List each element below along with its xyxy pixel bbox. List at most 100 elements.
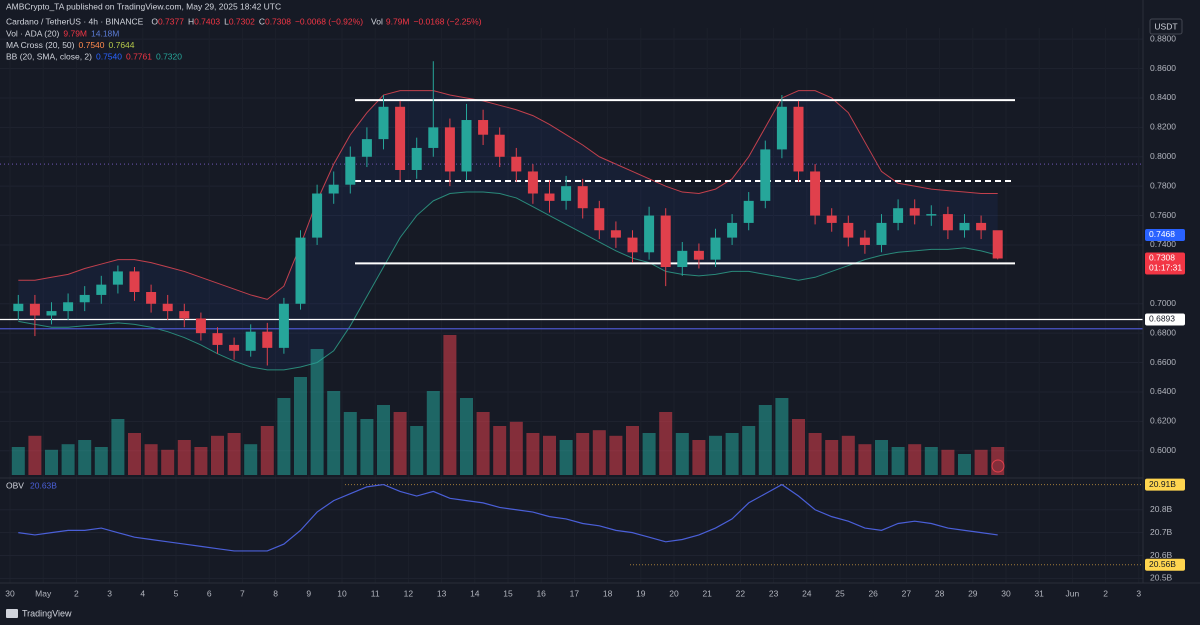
candle-body [810, 171, 821, 216]
volume-bar [609, 435, 623, 475]
candle-body [511, 156, 522, 172]
indicator-value: 0.7644 [109, 40, 135, 50]
candle-body [13, 303, 24, 312]
volume-bar [941, 449, 955, 475]
volume-change: −0.0168 (−2.25%) [413, 16, 481, 26]
candle-body [179, 311, 190, 319]
candle-body [893, 208, 904, 223]
candle-body [262, 331, 273, 348]
volume-bar [327, 391, 341, 475]
x-tick-label: 14 [470, 588, 480, 598]
price-badge-label: 0.6893 [1149, 314, 1175, 324]
x-tick-label: 2 [74, 588, 79, 598]
x-tick-label: 9 [306, 588, 311, 598]
candle-body [361, 139, 372, 157]
volume-bar [294, 377, 307, 475]
candle-body [959, 222, 970, 231]
volume-bar [626, 426, 639, 475]
x-tick-label: 25 [835, 588, 845, 598]
candle-body [843, 222, 854, 238]
candle-body [494, 134, 505, 157]
candle-body [63, 302, 74, 312]
indicator-value: 0.7761 [126, 51, 152, 61]
indicator-value: 9.79M [63, 28, 87, 38]
candle-body [577, 186, 588, 209]
quote-name: O [151, 16, 158, 26]
candle-body [79, 294, 90, 303]
x-tick-label: Jun [1066, 588, 1080, 598]
volume-bar [377, 405, 390, 475]
y-tick-label: 0.8200 [1150, 122, 1176, 132]
volume-bar [742, 426, 756, 475]
quote-value: 0.7308 [265, 16, 291, 26]
x-tick-label: 31 [1034, 588, 1044, 598]
x-tick-label: 3 [1136, 588, 1141, 598]
volume-bar [410, 426, 424, 475]
candle-body [478, 120, 489, 135]
x-tick-label: 28 [935, 588, 945, 598]
bb-lower [18, 191, 998, 371]
y-tick-label: 0.8400 [1150, 92, 1176, 102]
indicator-value: 0.7540 [79, 40, 105, 50]
brand: TradingView [22, 608, 72, 618]
volume-bar [443, 335, 457, 475]
indicator-value: 0.7320 [156, 51, 182, 61]
brand-logo [6, 609, 18, 618]
y-tick-label: 0.8600 [1150, 63, 1176, 73]
volume-bar [128, 433, 141, 475]
x-tick-label: 2 [1103, 588, 1108, 598]
volume-bar [277, 398, 291, 475]
obv-tick-label: 20.5B [1150, 573, 1173, 583]
y-tick-label: 0.6200 [1150, 416, 1176, 426]
x-tick-label: 23 [769, 588, 779, 598]
candle-body [278, 303, 289, 348]
volume-bar [725, 433, 739, 475]
volume-bar [177, 440, 191, 475]
volume-bar [393, 412, 407, 475]
volume-bar [758, 405, 772, 475]
volume-bar [11, 447, 25, 475]
volume-bar [61, 444, 75, 475]
candle-body [428, 127, 439, 148]
volume-bar [825, 440, 839, 475]
volume-bar [476, 412, 490, 475]
volume-bar [211, 435, 224, 475]
x-tick-label: 4 [140, 588, 145, 598]
x-tick-label: May [35, 588, 52, 598]
candle-body [693, 250, 704, 260]
volume-bar [194, 447, 208, 475]
quote-value: 0.7377 [158, 16, 184, 26]
candle-body [561, 186, 572, 201]
currency-box[interactable] [1149, 18, 1183, 35]
volume-bar [659, 412, 673, 475]
volume-value: 9.79M [386, 16, 410, 26]
volume-bar [891, 447, 905, 475]
candle-body [527, 171, 538, 194]
obv-pane: OBV 20.63B [6, 480, 1143, 566]
x-tick-label: 6 [207, 588, 212, 598]
volume-bar [111, 419, 125, 475]
x-tick-label: 30 [5, 588, 15, 598]
volume-bar [875, 440, 888, 475]
volume-bar [692, 440, 706, 475]
candle-body [876, 222, 887, 245]
volume-bar [559, 440, 573, 475]
x-tick-label: 21 [702, 588, 712, 598]
x-tick-label: 11 [371, 588, 380, 598]
candle-body [444, 127, 455, 172]
volume-bar [858, 444, 872, 475]
candle-body [395, 106, 406, 170]
candle-body [328, 184, 339, 194]
x-tick-label: 3 [107, 588, 112, 598]
candle-body [760, 149, 771, 201]
candle-body [162, 303, 173, 312]
alert-icon[interactable] [991, 459, 1005, 473]
x-tick-label: 18 [603, 588, 613, 598]
x-tick-label: 8 [273, 588, 278, 598]
obv-tick-label: 20.8B [1150, 504, 1173, 514]
indicator-name: Vol · ADA (20) [6, 28, 60, 38]
candle-body [112, 271, 123, 285]
candle-body [245, 331, 256, 351]
candle-body [909, 208, 920, 216]
